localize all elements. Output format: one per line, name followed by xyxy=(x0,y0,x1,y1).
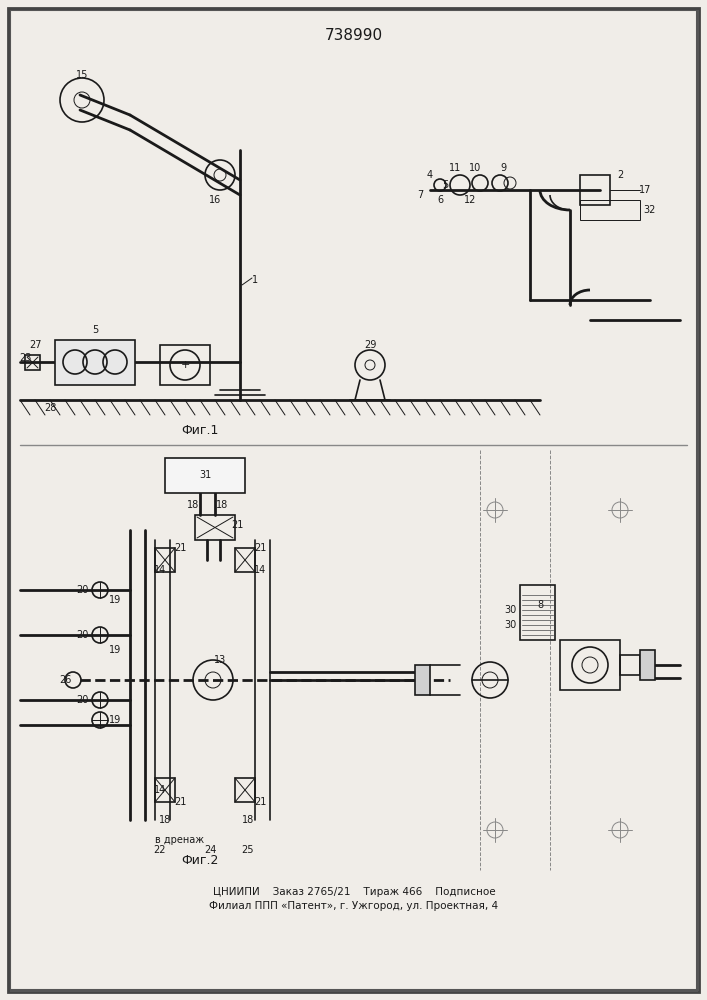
Text: 28: 28 xyxy=(44,403,56,413)
Text: 1: 1 xyxy=(252,275,258,285)
Bar xyxy=(165,458,245,493)
Text: 31: 31 xyxy=(199,470,211,480)
Text: 11: 11 xyxy=(449,163,461,173)
Text: 13: 13 xyxy=(214,655,226,665)
Bar xyxy=(160,345,210,385)
Text: 21: 21 xyxy=(174,543,186,553)
Text: 4: 4 xyxy=(427,170,433,180)
Text: 21: 21 xyxy=(174,797,186,807)
Text: 18: 18 xyxy=(187,500,199,510)
Text: 29: 29 xyxy=(364,340,376,350)
Text: 20: 20 xyxy=(76,585,88,595)
Bar xyxy=(580,175,610,205)
Text: 14: 14 xyxy=(154,565,166,575)
Bar xyxy=(195,515,235,540)
Text: 9: 9 xyxy=(500,163,506,173)
Text: 20: 20 xyxy=(76,695,88,705)
Text: +: + xyxy=(180,360,189,370)
Text: 26: 26 xyxy=(59,675,71,685)
Text: 27: 27 xyxy=(29,340,41,350)
Bar xyxy=(235,778,255,802)
Text: 5: 5 xyxy=(442,180,448,190)
Text: 10: 10 xyxy=(469,163,481,173)
Text: 12: 12 xyxy=(464,195,477,205)
Text: 18: 18 xyxy=(216,500,228,510)
Bar xyxy=(580,200,640,220)
Text: 19: 19 xyxy=(109,715,121,725)
Text: 22: 22 xyxy=(153,845,166,855)
Bar xyxy=(560,640,620,690)
Bar xyxy=(520,585,555,640)
Text: 5: 5 xyxy=(92,325,98,335)
Text: 19: 19 xyxy=(109,645,121,655)
Text: 14: 14 xyxy=(154,785,166,795)
Text: 18: 18 xyxy=(242,815,254,825)
Text: 15: 15 xyxy=(76,70,88,80)
Bar xyxy=(415,665,430,695)
Text: 18: 18 xyxy=(159,815,171,825)
Bar xyxy=(235,548,255,572)
Text: Филиал ППП «Патент», г. Ужгород, ул. Проектная, 4: Филиал ППП «Патент», г. Ужгород, ул. Про… xyxy=(209,901,498,911)
Text: Фиг.1: Фиг.1 xyxy=(181,424,218,436)
Text: 16: 16 xyxy=(209,195,221,205)
Text: 8: 8 xyxy=(537,600,543,610)
Text: 2: 2 xyxy=(617,170,623,180)
Text: 7: 7 xyxy=(417,190,423,200)
Text: 25: 25 xyxy=(242,845,255,855)
Bar xyxy=(25,355,40,370)
Text: 21: 21 xyxy=(230,520,243,530)
Text: 32: 32 xyxy=(644,205,656,215)
Bar xyxy=(640,650,655,680)
Text: 19: 19 xyxy=(109,595,121,605)
Bar xyxy=(55,340,135,385)
Text: 30: 30 xyxy=(504,605,516,615)
Text: 14: 14 xyxy=(254,565,266,575)
Text: 20: 20 xyxy=(76,630,88,640)
Text: 6: 6 xyxy=(437,195,443,205)
Text: ЦНИИПИ    Заказ 2765/21    Тираж 466    Подписное: ЦНИИПИ Заказ 2765/21 Тираж 466 Подписное xyxy=(213,887,496,897)
Bar xyxy=(155,548,175,572)
Text: 21: 21 xyxy=(254,797,267,807)
Text: 30: 30 xyxy=(504,620,516,630)
Text: 23: 23 xyxy=(19,353,31,363)
Bar xyxy=(155,778,175,802)
Text: в дренаж: в дренаж xyxy=(155,835,204,845)
Text: 24: 24 xyxy=(204,845,216,855)
Bar xyxy=(620,655,640,675)
Text: 21: 21 xyxy=(254,543,267,553)
Text: Фиг.2: Фиг.2 xyxy=(181,854,218,866)
Text: 738990: 738990 xyxy=(325,27,383,42)
Text: 17: 17 xyxy=(639,185,651,195)
